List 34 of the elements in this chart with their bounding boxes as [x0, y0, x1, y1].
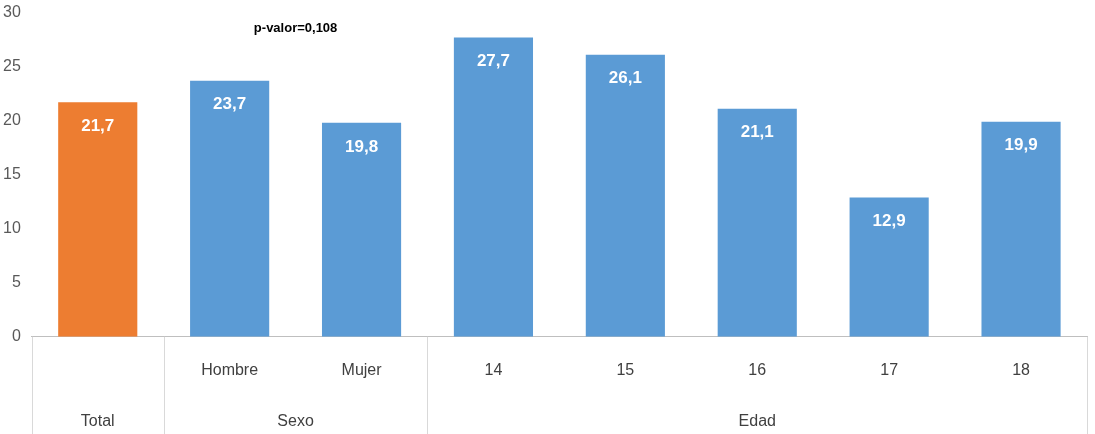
text: Total — [80, 412, 115, 430]
data-label: 21,7 — [81, 115, 115, 135]
data-label: 19,8 — [345, 136, 379, 156]
text: Edad — [738, 412, 776, 430]
data-label: 27,7 — [476, 51, 510, 71]
x-tick-label: 18 — [1012, 360, 1031, 378]
y-tick-label: 25 — [3, 57, 21, 75]
y-tick-label: 20 — [3, 111, 21, 129]
x-tick-label: Mujer — [341, 360, 383, 378]
bar — [321, 122, 402, 337]
y-tick-label: 0 — [11, 327, 21, 345]
data-label: 21,1 — [740, 122, 774, 142]
bar — [190, 80, 270, 337]
x-tick-label: Hombre — [201, 360, 259, 378]
bar — [585, 54, 665, 337]
x-tick-label: 14 — [484, 360, 503, 378]
x-tick-label: 15 — [616, 360, 635, 378]
text: Sexo — [277, 412, 314, 430]
y-tick-label: 30 — [3, 3, 21, 21]
bar — [453, 37, 534, 337]
y-tick-label: 10 — [3, 219, 21, 237]
y-tick-label: 5 — [11, 273, 21, 291]
y-tick-label: 15 — [3, 165, 21, 183]
data-label: 23,7 — [213, 94, 247, 114]
bar — [717, 108, 797, 337]
bar — [981, 121, 1061, 337]
data-label: 19,9 — [1004, 135, 1038, 155]
data-label: 26,1 — [608, 68, 642, 88]
data-label: 12,9 — [872, 211, 906, 231]
bar — [849, 197, 929, 337]
x-tick-label: 17 — [880, 360, 899, 378]
annotation: p-valor=0,108 — [253, 20, 338, 36]
bar — [58, 102, 138, 337]
x-tick-label: 16 — [748, 360, 767, 378]
